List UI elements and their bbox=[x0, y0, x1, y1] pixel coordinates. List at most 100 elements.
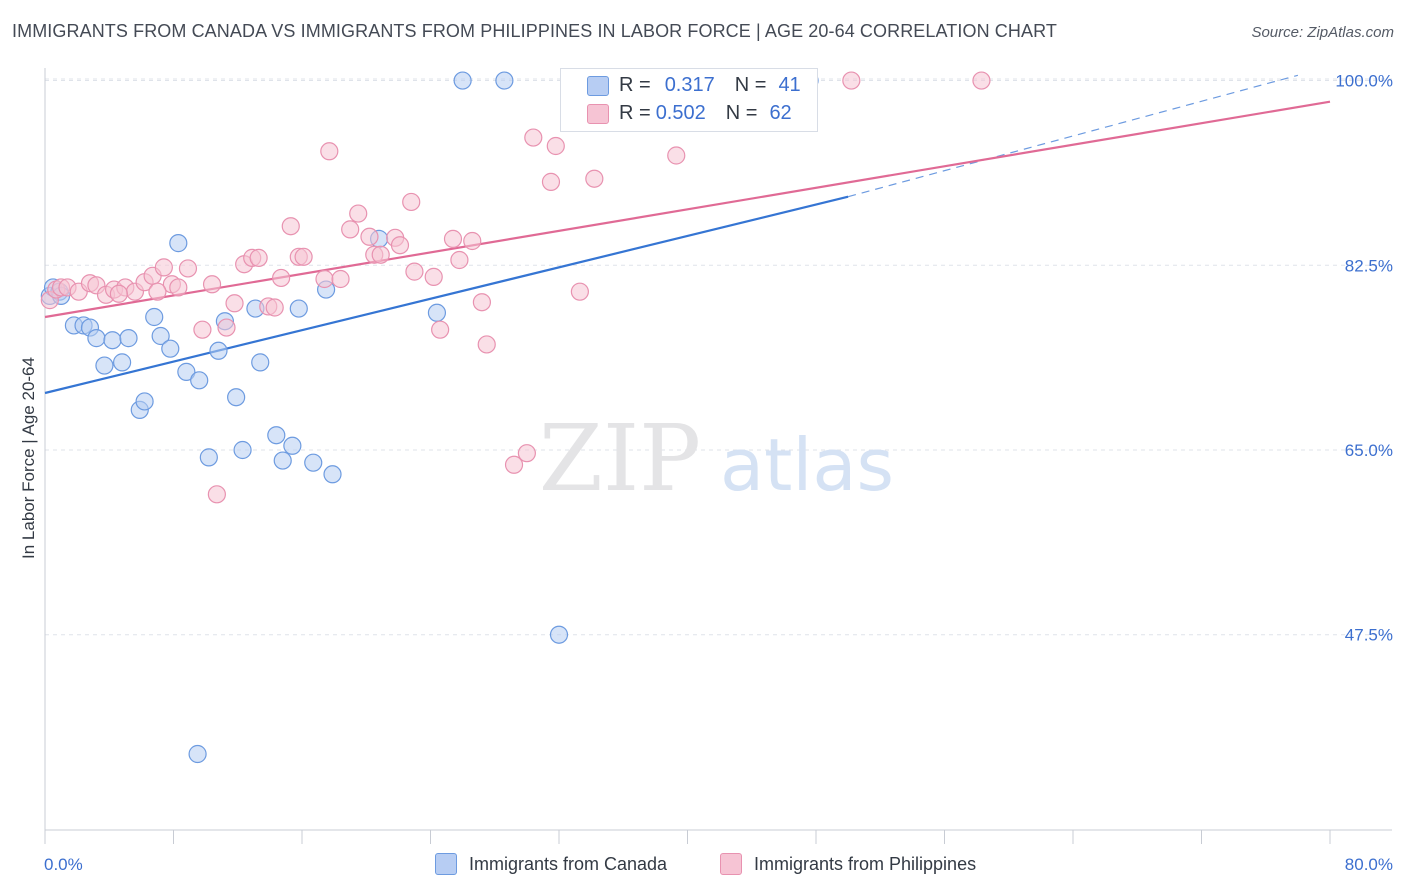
legend-r-label: R = bbox=[619, 73, 651, 96]
canada-point bbox=[453, 71, 472, 90]
canada-point bbox=[304, 453, 323, 472]
philippines-point bbox=[842, 71, 861, 90]
canada-point bbox=[199, 448, 218, 467]
legend-n-value-canada: 41 bbox=[778, 73, 801, 96]
canada-point bbox=[273, 451, 292, 470]
legend-swatch-philippines-bottom bbox=[720, 853, 742, 875]
x-tick-label: 80.0% bbox=[1345, 855, 1393, 874]
canada-point bbox=[495, 71, 514, 90]
canada-point bbox=[267, 426, 286, 445]
philippines-point bbox=[178, 259, 198, 278]
source-label: Source: ZipAtlas.com bbox=[1251, 24, 1394, 41]
canada-point bbox=[145, 307, 164, 327]
canada-point bbox=[177, 362, 196, 381]
philippines-point bbox=[546, 136, 565, 156]
legend-label-philippines: Immigrants from Philippines bbox=[754, 853, 977, 874]
philippines-point bbox=[148, 282, 167, 301]
legend-swatch-philippines bbox=[587, 104, 609, 124]
canada-point bbox=[119, 329, 138, 348]
canada-point bbox=[87, 329, 106, 348]
philippines-point bbox=[667, 146, 686, 165]
philippines-point bbox=[294, 247, 313, 266]
philippines-point bbox=[463, 231, 482, 251]
canada-point bbox=[135, 392, 154, 411]
philippines-point bbox=[341, 220, 360, 239]
canada-point bbox=[289, 299, 308, 318]
philippines-point bbox=[390, 236, 410, 255]
legend-r-value-canada: 0.317 bbox=[664, 73, 715, 96]
legend-n-label: N = bbox=[725, 101, 758, 124]
philippines-point bbox=[169, 278, 188, 297]
philippines-point bbox=[154, 258, 173, 277]
x-tick-label: 0.0% bbox=[44, 855, 83, 874]
y-tick-label: 100.0% bbox=[1335, 72, 1393, 91]
philippines-point bbox=[265, 298, 284, 317]
canada-point bbox=[227, 388, 246, 407]
axis-labels: 47.5% 65.0% 82.5% 100.0% 0.0% 80.0% In Labor F… bbox=[19, 72, 1393, 874]
trend-lines bbox=[44, 74, 1331, 395]
philippines-point bbox=[450, 250, 469, 270]
canada-point bbox=[549, 625, 569, 644]
canada-point bbox=[151, 326, 170, 346]
legend-r-value-philippines: 0.502 bbox=[655, 101, 706, 124]
canada-point bbox=[251, 353, 270, 372]
canada-point bbox=[103, 331, 122, 350]
philippines-point bbox=[585, 169, 604, 188]
philippines-point bbox=[249, 248, 268, 267]
philippines-point bbox=[320, 142, 339, 161]
y-axis-title: In Labor Force | Age 20-64 bbox=[19, 357, 38, 559]
canada-trend-line bbox=[44, 195, 849, 395]
philippines-point bbox=[193, 320, 212, 339]
bottom-legend-canada: Immigrants from Canada bbox=[435, 852, 667, 876]
philippines-point bbox=[217, 318, 236, 337]
canada-point bbox=[283, 436, 302, 455]
legend-n-value-philippines: 62 bbox=[769, 101, 792, 124]
canada-point bbox=[323, 465, 342, 484]
data-points bbox=[40, 71, 991, 764]
canada-point bbox=[427, 303, 447, 322]
canada-trend-extension bbox=[847, 74, 1299, 198]
philippines-point bbox=[402, 192, 421, 212]
axes bbox=[44, 68, 1392, 844]
canada-point bbox=[161, 339, 180, 358]
legend-r-label: R = bbox=[619, 101, 651, 124]
philippines-point bbox=[541, 172, 561, 191]
philippines-point bbox=[371, 245, 390, 264]
y-tick-label: 47.5% bbox=[1345, 626, 1393, 645]
philippines-point bbox=[477, 335, 496, 354]
legend-row-canada: R = 0.317 N = 41 bbox=[619, 73, 801, 97]
philippines-point bbox=[272, 268, 291, 288]
philippines-point bbox=[443, 229, 463, 248]
correlation-legend: R = 0.317 N = 41 R = 0.502 N = 62 bbox=[560, 68, 818, 132]
legend-label-canada: Immigrants from Canada bbox=[469, 853, 668, 874]
bottom-legend-philippines: Immigrants from Philippines bbox=[720, 852, 976, 876]
philippines-point bbox=[109, 284, 128, 303]
philippines-point bbox=[202, 275, 222, 294]
philippines-point bbox=[472, 293, 491, 312]
chart-title: IMMIGRANTS FROM CANADA VS IMMIGRANTS FRO… bbox=[12, 21, 1057, 41]
watermark-zip: ZIP bbox=[539, 405, 701, 512]
legend-row-philippines: R = 0.502 N = 62 bbox=[619, 101, 792, 125]
y-tick-label: 82.5% bbox=[1345, 256, 1393, 275]
grid-lines bbox=[45, 78, 1392, 636]
philippines-point bbox=[315, 269, 334, 289]
philippines-point bbox=[504, 455, 524, 474]
philippines-point bbox=[405, 262, 424, 281]
canada-point bbox=[233, 440, 252, 460]
philippines-point bbox=[424, 267, 443, 286]
canada-point bbox=[190, 371, 209, 390]
philippines-point bbox=[331, 269, 350, 289]
legend-swatch-canada bbox=[587, 76, 609, 96]
canada-point bbox=[112, 353, 132, 372]
philippines-point bbox=[570, 282, 589, 301]
philippines-point bbox=[349, 204, 368, 223]
watermark: ZIP atlas bbox=[539, 405, 894, 512]
philippines-point bbox=[524, 128, 543, 147]
philippines-point bbox=[281, 217, 300, 236]
watermark-atlas: atlas bbox=[720, 423, 894, 507]
philippines-point bbox=[972, 71, 991, 90]
canada-point bbox=[209, 341, 228, 360]
philippines-point bbox=[517, 444, 536, 463]
legend-swatch-canada-bottom bbox=[435, 853, 457, 875]
